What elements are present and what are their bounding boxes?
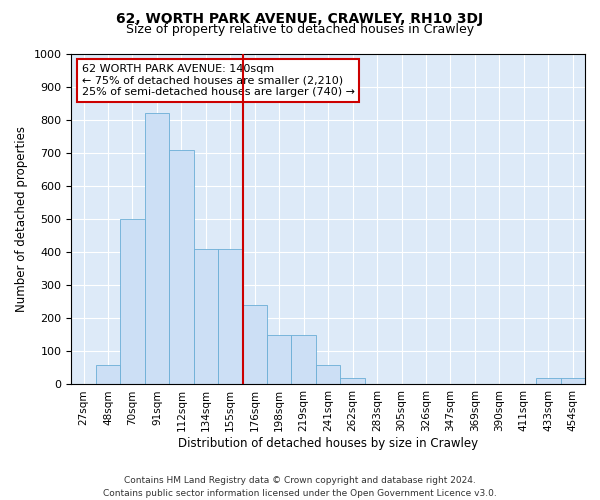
Bar bbox=[218, 249, 242, 384]
Text: Size of property relative to detached houses in Crawley: Size of property relative to detached ho… bbox=[126, 22, 474, 36]
Bar bbox=[194, 249, 218, 384]
Bar bbox=[267, 335, 292, 384]
Bar bbox=[242, 305, 267, 384]
Bar bbox=[292, 335, 316, 384]
Bar bbox=[169, 150, 194, 384]
X-axis label: Distribution of detached houses by size in Crawley: Distribution of detached houses by size … bbox=[178, 437, 478, 450]
Bar bbox=[536, 378, 560, 384]
Text: Contains HM Land Registry data © Crown copyright and database right 2024.
Contai: Contains HM Land Registry data © Crown c… bbox=[103, 476, 497, 498]
Bar bbox=[145, 114, 169, 384]
Text: 62 WORTH PARK AVENUE: 140sqm
← 75% of detached houses are smaller (2,210)
25% of: 62 WORTH PARK AVENUE: 140sqm ← 75% of de… bbox=[82, 64, 355, 97]
Bar bbox=[340, 378, 365, 384]
Bar bbox=[316, 364, 340, 384]
Bar bbox=[120, 219, 145, 384]
Y-axis label: Number of detached properties: Number of detached properties bbox=[15, 126, 28, 312]
Text: 62, WORTH PARK AVENUE, CRAWLEY, RH10 3DJ: 62, WORTH PARK AVENUE, CRAWLEY, RH10 3DJ bbox=[116, 12, 484, 26]
Bar bbox=[560, 378, 585, 384]
Bar bbox=[96, 364, 120, 384]
